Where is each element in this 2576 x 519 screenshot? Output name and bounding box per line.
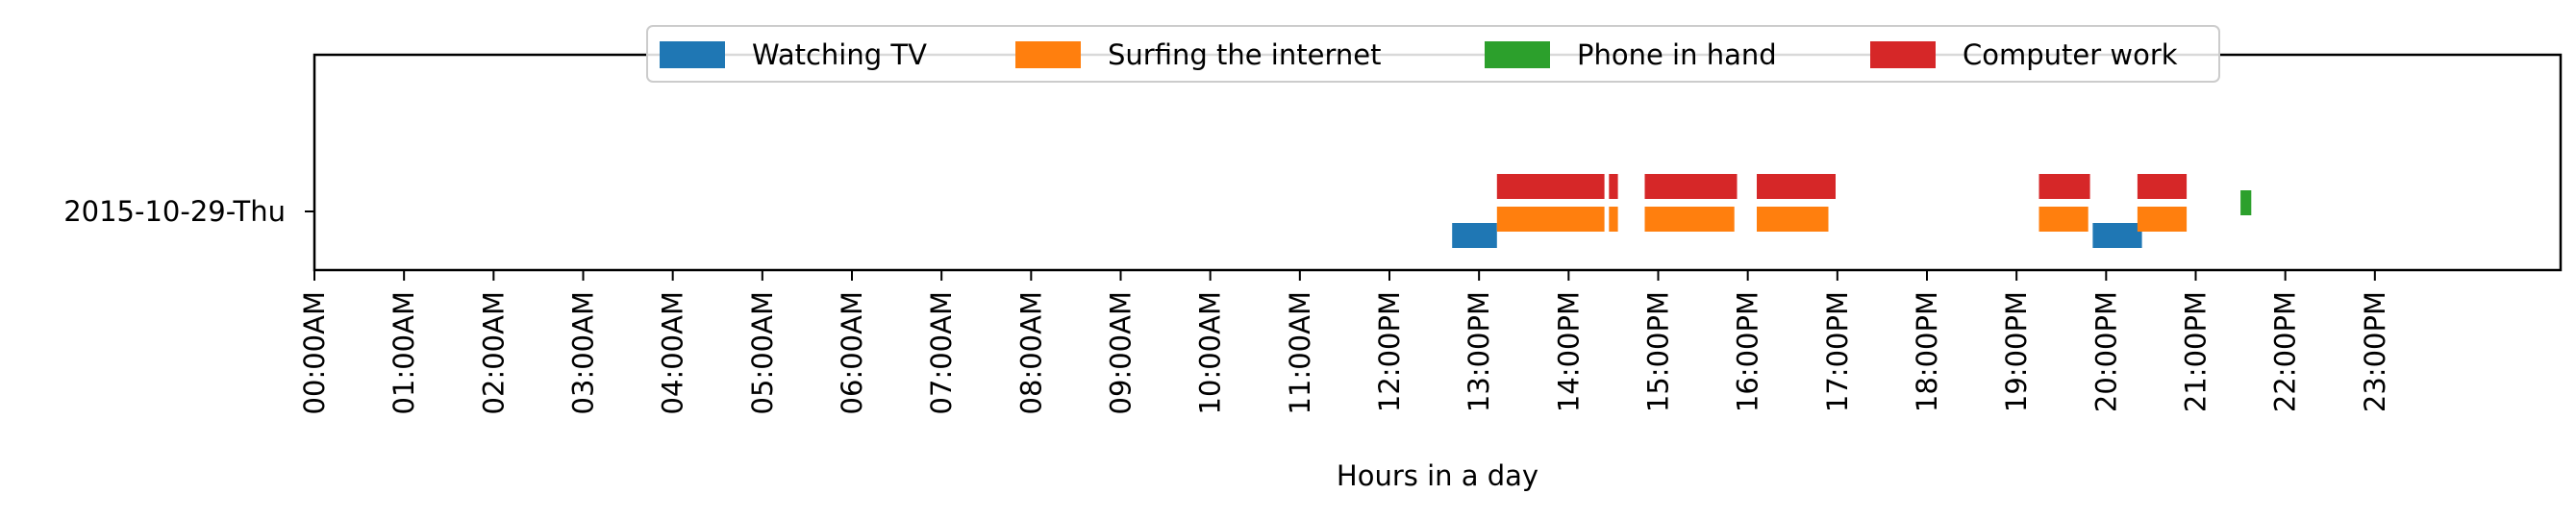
bars-layer bbox=[1452, 174, 2252, 248]
bar-computer-work-5 bbox=[2137, 174, 2188, 199]
x-axis-label: Hours in a day bbox=[1337, 459, 1538, 492]
x-tick-label: 19:00PM bbox=[2000, 291, 2033, 412]
x-tick-label: 02:00AM bbox=[477, 291, 510, 414]
x-tick-label: 00:00AM bbox=[298, 291, 331, 414]
bar-computer-work-4 bbox=[2038, 174, 2090, 199]
bar-watching-tv-1 bbox=[2092, 223, 2142, 248]
x-tick-label: 13:00PM bbox=[1463, 291, 1495, 412]
x-tick-label: 01:00AM bbox=[388, 291, 420, 414]
bar-surfing-the-internet-5 bbox=[2137, 207, 2188, 232]
bar-surfing-the-internet-4 bbox=[2038, 207, 2088, 232]
legend-swatch bbox=[1870, 41, 1936, 68]
legend-swatch bbox=[1485, 41, 1550, 68]
bar-watching-tv-0 bbox=[1452, 223, 1497, 248]
x-tick-label: 15:00PM bbox=[1642, 291, 1675, 412]
legend-label: Watching TV bbox=[752, 38, 927, 71]
x-tick-label: 23:00PM bbox=[2359, 291, 2391, 412]
bar-surfing-the-internet-0 bbox=[1496, 207, 1605, 232]
x-tick-label: 04:00AM bbox=[657, 291, 689, 414]
x-tick-label: 18:00PM bbox=[1911, 291, 1943, 412]
x-tick-label: 05:00AM bbox=[746, 291, 779, 414]
legend-swatch bbox=[660, 41, 725, 68]
bar-computer-work-2 bbox=[1644, 174, 1738, 199]
y-axis: 2015-10-29-Thu bbox=[63, 195, 314, 228]
x-axis: 00:00AM 01:00AM 02:00AM 03:00AM 04:00AM 05:00… bbox=[298, 270, 2391, 414]
x-tick-label: 10:00AM bbox=[1194, 291, 1227, 414]
bar-surfing-the-internet-1 bbox=[1609, 207, 1618, 232]
x-tick-label: 07:00AM bbox=[925, 291, 958, 414]
x-tick-label: 11:00AM bbox=[1284, 291, 1316, 414]
x-tick-label: 22:00PM bbox=[2269, 291, 2302, 412]
legend-label: Computer work bbox=[1963, 38, 2178, 71]
x-tick-label: 08:00AM bbox=[1014, 291, 1047, 414]
bar-computer-work-0 bbox=[1496, 174, 1605, 199]
legend: Watching TV Surfing the internet Phone in … bbox=[646, 25, 2220, 83]
legend-label: Phone in hand bbox=[1577, 38, 1777, 71]
x-tick-label: 17:00PM bbox=[1821, 291, 1854, 412]
bar-surfing-the-internet-2 bbox=[1644, 207, 1735, 232]
y-tick-label: 2015-10-29-Thu bbox=[63, 195, 286, 228]
x-tick-label: 21:00PM bbox=[2180, 291, 2213, 412]
x-tick-label: 12:00PM bbox=[1373, 291, 1406, 412]
x-tick-label: 14:00PM bbox=[1552, 291, 1585, 412]
bar-phone-in-hand-0 bbox=[2240, 190, 2252, 215]
x-tick-label: 09:00AM bbox=[1105, 291, 1138, 414]
bar-computer-work-3 bbox=[1757, 174, 1836, 199]
legend-swatch bbox=[1015, 41, 1081, 68]
x-tick-label: 16:00PM bbox=[1732, 291, 1764, 412]
bar-surfing-the-internet-3 bbox=[1757, 207, 1829, 232]
x-tick-label: 03:00AM bbox=[567, 291, 600, 414]
plot-frame bbox=[313, 53, 2563, 272]
legend-label: Surfing the internet bbox=[1108, 38, 1381, 71]
x-tick-label: 06:00AM bbox=[836, 291, 868, 414]
x-tick-label: 20:00PM bbox=[2089, 291, 2122, 412]
bar-computer-work-1 bbox=[1609, 174, 1618, 199]
